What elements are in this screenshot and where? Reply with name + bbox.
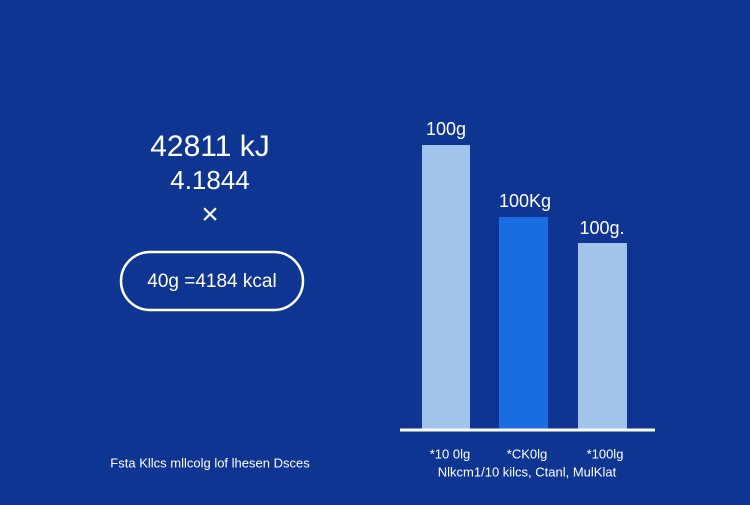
- bar: [422, 145, 470, 429]
- bar: [499, 217, 548, 429]
- category-label: *10 0lg: [430, 446, 470, 461]
- bar: [578, 243, 627, 429]
- caption: Nlkcm1/10 kilcs, Ctanl, MulKlat: [438, 464, 617, 479]
- bar-label: 100g: [426, 119, 466, 139]
- energy-text: 42811 kJ: [150, 130, 270, 163]
- operator-text: ×: [201, 198, 219, 231]
- bar-label: 100g.: [579, 218, 624, 238]
- category-label: *100lg: [587, 446, 624, 461]
- pill-text: 40g =4184 kcal: [147, 271, 276, 292]
- footnote: Fsta Kllcs mllcolg lof lhesen Dsces: [110, 455, 310, 470]
- category-label: *CK0lg: [507, 446, 547, 461]
- pill: [119, 250, 305, 312]
- bar-label: 100Kg: [499, 191, 551, 211]
- factor-text: 4.1844: [170, 165, 250, 195]
